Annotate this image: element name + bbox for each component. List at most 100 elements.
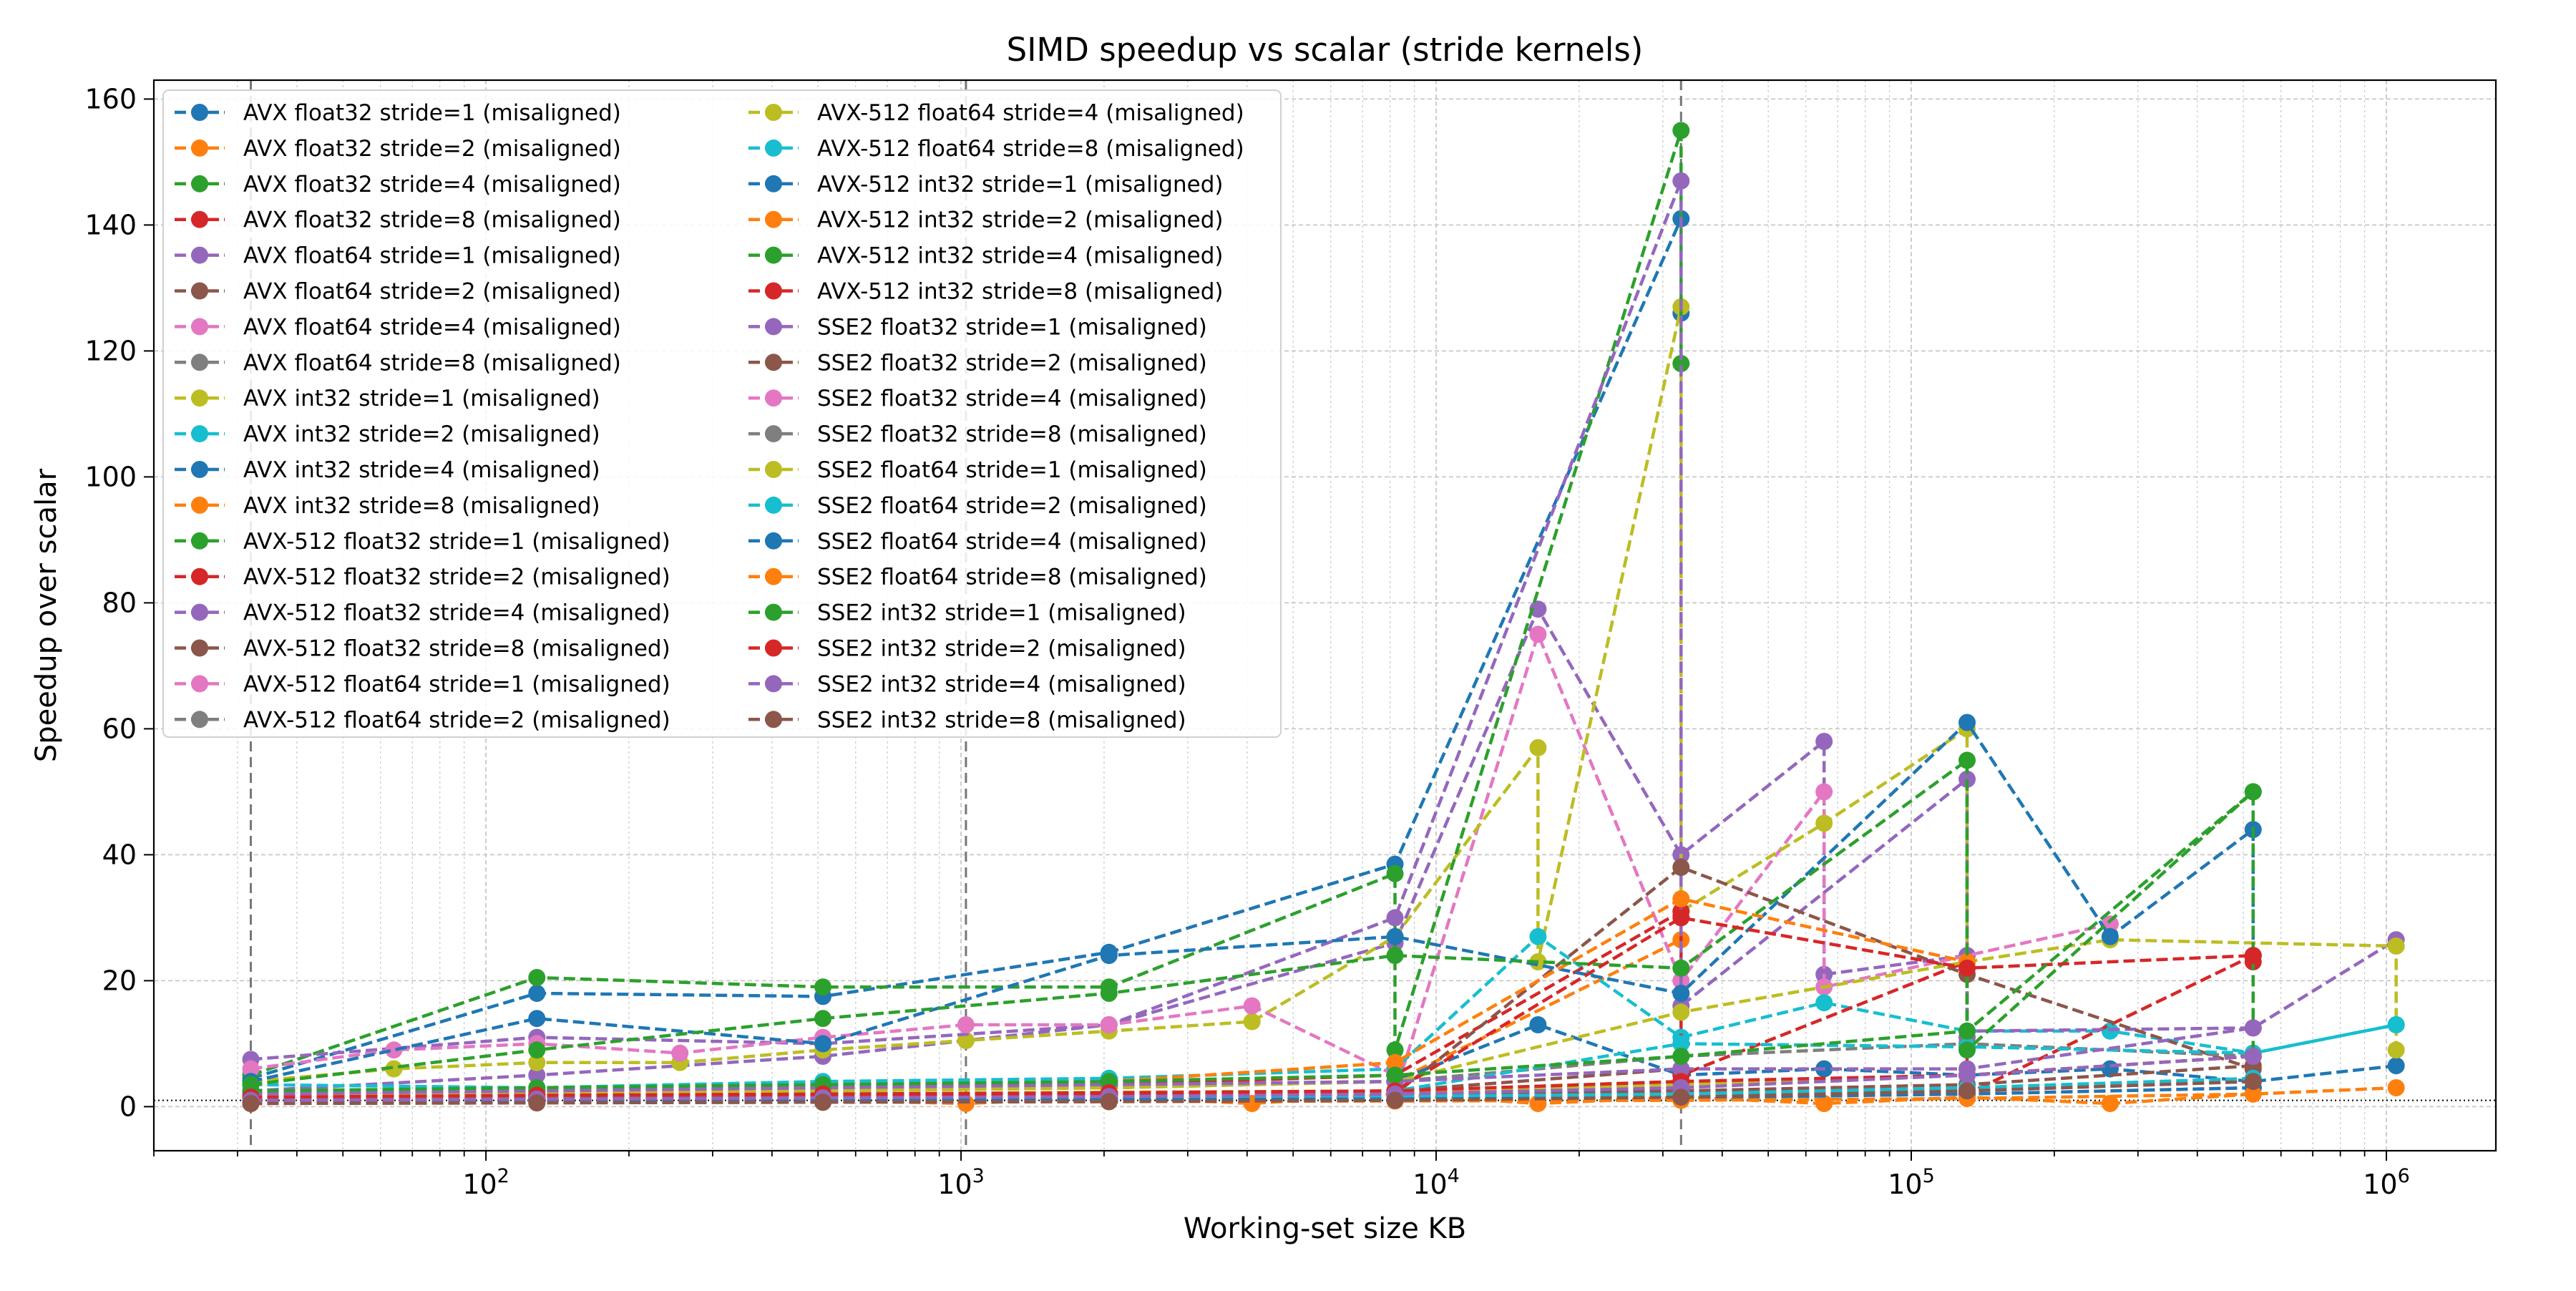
data-point <box>1529 625 1547 643</box>
legend-label: SSE2 int32 stride=8 (misaligned) <box>817 707 1186 733</box>
legend-swatch-marker <box>765 104 782 121</box>
legend-item: SSE2 float32 stride=4 (misaligned) <box>748 386 1207 411</box>
data-point <box>814 1035 832 1053</box>
legend-item: SSE2 float64 stride=4 (misaligned) <box>748 529 1207 555</box>
legend-label: SSE2 float64 stride=8 (misaligned) <box>817 565 1207 590</box>
legend-label: AVX float32 stride=8 (misaligned) <box>243 208 621 233</box>
legend-swatch-marker <box>765 639 782 657</box>
legend-label: SSE2 int32 stride=4 (misaligned) <box>817 671 1186 697</box>
series-line <box>250 130 1683 1077</box>
data-point <box>1815 733 1833 750</box>
legend-swatch-marker <box>191 639 208 657</box>
legend-item: AVX-512 int32 stride=1 (misaligned) <box>748 172 1223 198</box>
legend-item: AVX-512 int32 stride=8 (misaligned) <box>748 279 1223 305</box>
legend-item: AVX float32 stride=1 (misaligned) <box>175 100 621 126</box>
data-point <box>1958 959 1976 977</box>
series-36 <box>242 1073 2262 1112</box>
data-point <box>1529 927 1547 945</box>
series-line <box>250 934 2397 1090</box>
legend-swatch-marker <box>191 210 208 228</box>
legend-item: AVX float32 stride=4 (misaligned) <box>175 172 621 198</box>
data-point <box>1672 890 1690 907</box>
legend-item: SSE2 float32 stride=2 (misaligned) <box>748 350 1207 376</box>
data-point <box>2387 1041 2405 1059</box>
legend-box <box>162 89 1282 738</box>
legend-label: SSE2 int32 stride=2 (misaligned) <box>817 636 1186 662</box>
legend-label: AVX-512 float32 stride=8 (misaligned) <box>243 636 670 662</box>
data-point <box>1100 1016 1118 1033</box>
legend-label: AVX int32 stride=8 (misaligned) <box>243 493 600 519</box>
series-line <box>250 1054 2253 1102</box>
legend-label: AVX-512 int32 stride=8 (misaligned) <box>817 279 1223 305</box>
y-tick-label: 80 <box>102 587 137 618</box>
legend-label: AVX float64 stride=4 (misaligned) <box>243 314 621 340</box>
data-point <box>1672 1048 1690 1065</box>
legend-swatch-marker <box>191 711 208 729</box>
legend-label: SSE2 float32 stride=2 (misaligned) <box>817 350 1207 376</box>
legend-swatch-marker <box>191 675 208 693</box>
legend-swatch-marker <box>765 389 782 407</box>
y-tick-label: 20 <box>102 965 137 996</box>
legend-label: AVX-512 float64 stride=4 (misaligned) <box>817 100 1244 126</box>
data-point <box>1672 172 1690 190</box>
legend-label: AVX float32 stride=4 (misaligned) <box>243 172 621 198</box>
plot-area-frame <box>152 79 2497 1152</box>
data-point <box>528 1094 546 1112</box>
x-tick-label: 105 <box>1888 1165 1935 1200</box>
legend-item: AVX int32 stride=8 (misaligned) <box>175 493 600 519</box>
data-point <box>1386 927 1404 945</box>
data-point <box>385 1041 403 1059</box>
series-line <box>250 756 2255 1088</box>
legend-swatch-marker <box>765 139 782 157</box>
legend-swatch-marker <box>765 246 782 264</box>
legend-item: AVX-512 float64 stride=8 (misaligned) <box>748 136 1244 162</box>
x-tick-label: 102 <box>462 1165 509 1200</box>
data-point <box>1529 739 1547 756</box>
x-tick-label: 106 <box>2363 1165 2410 1200</box>
legend-label: SSE2 float32 stride=4 (misaligned) <box>817 386 1207 411</box>
y-tick-label: 0 <box>119 1091 137 1122</box>
legend-item: SSE2 float64 stride=8 (misaligned) <box>748 565 1207 590</box>
y-tick-label: 120 <box>84 335 137 366</box>
legend-swatch-marker <box>765 318 782 336</box>
legend-label: AVX float32 stride=2 (misaligned) <box>243 136 621 162</box>
legend-item: AVX-512 int32 stride=2 (misaligned) <box>748 208 1223 233</box>
data-point <box>1386 1066 1404 1084</box>
legend-item: AVX float64 stride=2 (misaligned) <box>175 279 621 305</box>
legend-label: AVX float64 stride=1 (misaligned) <box>243 243 621 269</box>
legend-item: SSE2 float32 stride=1 (misaligned) <box>748 314 1207 340</box>
data-point <box>1386 947 1404 965</box>
data-point <box>1243 1013 1261 1031</box>
legend-swatch-marker <box>765 354 782 371</box>
data-point <box>1386 864 1404 882</box>
data-point <box>2244 1085 2262 1103</box>
y-tick-label: 100 <box>84 461 137 492</box>
legend-item: SSE2 int32 stride=8 (misaligned) <box>748 707 1186 733</box>
data-point <box>1672 959 1690 977</box>
data-point <box>2244 783 2262 801</box>
legend-label: AVX-512 float64 stride=2 (misaligned) <box>243 707 670 733</box>
legend-swatch-marker <box>191 246 208 264</box>
data-point <box>1672 355 1690 372</box>
data-point <box>2387 1016 2405 1033</box>
data-point <box>2387 1057 2405 1075</box>
series-line <box>250 306 1969 1083</box>
data-point <box>1386 909 1404 927</box>
legend-label: AVX-512 int32 stride=2 (misaligned) <box>817 208 1223 233</box>
legend-label: AVX-512 int32 stride=1 (misaligned) <box>817 172 1223 198</box>
data-point <box>1815 814 1833 832</box>
data-point <box>1386 1041 1404 1059</box>
legend-label: SSE2 float64 stride=2 (misaligned) <box>817 493 1207 519</box>
legend-item: AVX float64 stride=1 (misaligned) <box>175 243 621 269</box>
legend-swatch-marker <box>765 461 782 478</box>
legend-label: SSE2 float32 stride=1 (misaligned) <box>817 314 1207 340</box>
data-point <box>1672 985 1690 1002</box>
data-point <box>1958 1082 1976 1100</box>
data-point <box>2244 947 2262 965</box>
data-point <box>1672 1060 1690 1078</box>
data-point <box>528 1041 546 1059</box>
data-series <box>242 122 2405 1112</box>
legend-item: AVX-512 float32 stride=4 (misaligned) <box>175 600 670 626</box>
legend-swatch-marker <box>191 389 208 407</box>
